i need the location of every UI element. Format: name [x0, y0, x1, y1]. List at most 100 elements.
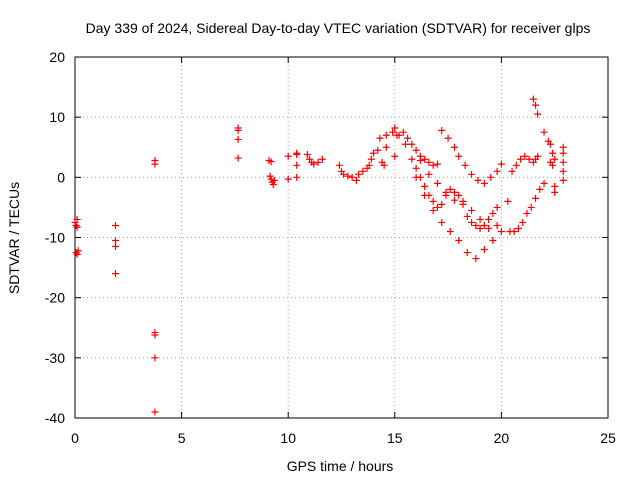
data-point — [517, 155, 525, 163]
data-point — [559, 158, 567, 166]
data-point — [433, 179, 441, 187]
data-point — [391, 152, 399, 160]
data-point — [450, 196, 458, 204]
data-point — [395, 131, 403, 139]
data-point — [112, 237, 120, 245]
data-point — [412, 173, 420, 181]
data-point — [510, 227, 518, 235]
data-point — [559, 167, 567, 175]
data-point — [389, 128, 397, 136]
data-point — [549, 161, 557, 169]
data-point — [450, 188, 458, 196]
data-point — [433, 203, 441, 211]
data-point — [532, 194, 540, 202]
data-point — [293, 161, 301, 169]
data-point — [468, 218, 476, 226]
data-point — [151, 408, 159, 416]
data-point — [151, 354, 159, 362]
data-point — [455, 191, 463, 199]
data-point — [459, 197, 467, 205]
data-point — [438, 218, 446, 226]
data-point — [455, 237, 463, 245]
data-point — [480, 246, 488, 254]
data-point — [532, 101, 540, 109]
data-point — [546, 140, 554, 148]
data-point — [416, 156, 424, 164]
data-point — [267, 175, 275, 183]
data-point — [450, 143, 458, 151]
data-point — [540, 128, 548, 136]
data-point — [472, 221, 480, 229]
data-point — [151, 331, 159, 339]
data-point — [270, 176, 278, 184]
data-point — [352, 176, 360, 184]
data-point — [367, 155, 375, 163]
data-point — [425, 158, 433, 166]
data-point — [408, 155, 416, 163]
data-point — [497, 227, 505, 235]
data-series — [71, 95, 567, 416]
data-point — [429, 161, 437, 169]
y-tick-label: -30 — [45, 350, 65, 366]
data-point — [234, 126, 242, 134]
data-point — [468, 206, 476, 214]
data-point — [399, 128, 407, 136]
data-point — [267, 158, 275, 166]
y-tick-label: 20 — [49, 49, 65, 65]
data-point — [523, 209, 531, 217]
data-point — [463, 212, 471, 220]
data-point — [425, 170, 433, 178]
data-point — [463, 249, 471, 257]
data-point — [493, 203, 501, 211]
data-point — [318, 155, 326, 163]
data-point — [534, 110, 542, 118]
x-tick-label: 10 — [280, 430, 296, 446]
data-point — [472, 255, 480, 263]
data-point — [519, 218, 527, 226]
y-tick-label: 0 — [57, 169, 65, 185]
x-tick-label: 25 — [600, 430, 616, 446]
data-point — [391, 124, 399, 132]
data-point — [551, 155, 559, 163]
data-point — [474, 176, 482, 184]
data-point — [480, 179, 488, 187]
axis-ticks: -40 -30 -20 -10 0 10 20 0 5 10 15 20 25 — [45, 49, 616, 446]
data-point — [559, 149, 567, 157]
data-point — [112, 221, 120, 229]
data-point — [382, 131, 390, 139]
x-tick-label: 15 — [387, 430, 403, 446]
data-point — [303, 150, 311, 158]
data-point — [314, 158, 322, 166]
data-point — [284, 175, 292, 183]
data-point — [521, 152, 529, 160]
y-tick-label: -10 — [45, 230, 65, 246]
data-point — [421, 182, 429, 190]
data-point — [514, 224, 522, 232]
data-point — [455, 152, 463, 160]
data-point — [344, 172, 352, 180]
data-point — [493, 167, 501, 175]
data-point — [348, 173, 356, 181]
data-point — [446, 227, 454, 235]
data-point — [74, 247, 82, 255]
data-point — [234, 154, 242, 162]
data-point — [527, 203, 535, 211]
data-point — [359, 167, 367, 175]
x-axis-label: GPS time / hours — [287, 458, 394, 474]
data-point — [549, 149, 557, 157]
data-point — [536, 185, 544, 193]
y-tick-label: 10 — [49, 109, 65, 125]
data-point — [73, 250, 81, 258]
data-point — [340, 170, 348, 178]
data-point — [234, 135, 242, 143]
data-point — [310, 160, 318, 168]
data-point — [534, 152, 542, 160]
data-point — [408, 140, 416, 148]
data-point — [485, 224, 493, 232]
data-point — [429, 197, 437, 205]
data-point — [380, 161, 388, 169]
data-point — [476, 224, 484, 232]
data-point — [559, 143, 567, 151]
data-point — [497, 160, 505, 168]
data-point — [401, 140, 409, 148]
